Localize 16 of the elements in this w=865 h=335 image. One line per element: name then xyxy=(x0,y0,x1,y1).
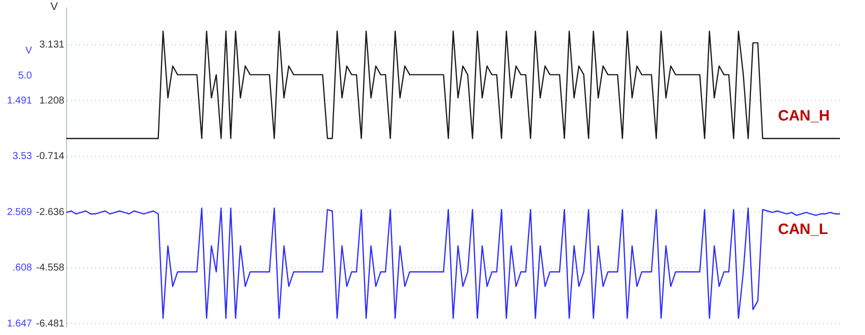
y-tick-label: -0.714 xyxy=(36,151,65,162)
y-axis-title: V xyxy=(50,1,59,14)
y-tick-label: -4.558 xyxy=(36,262,65,274)
y-tick-label: -2.636 xyxy=(36,206,65,218)
text: .608 xyxy=(12,262,32,274)
text: 1.491 xyxy=(6,95,32,106)
text: 2.569 xyxy=(6,206,32,218)
y-tick-label: 1.208 xyxy=(39,95,65,106)
series-label: CAN_H xyxy=(778,107,830,124)
y-tick-label: 3.131 xyxy=(39,40,65,51)
text: V xyxy=(25,46,32,57)
text: 1.647 xyxy=(6,318,32,330)
series-label: CAN_L xyxy=(778,220,828,238)
text: 3.53 xyxy=(12,151,32,162)
y-tick-label: -6.481 xyxy=(36,318,65,330)
text: 5.0 xyxy=(18,70,32,82)
